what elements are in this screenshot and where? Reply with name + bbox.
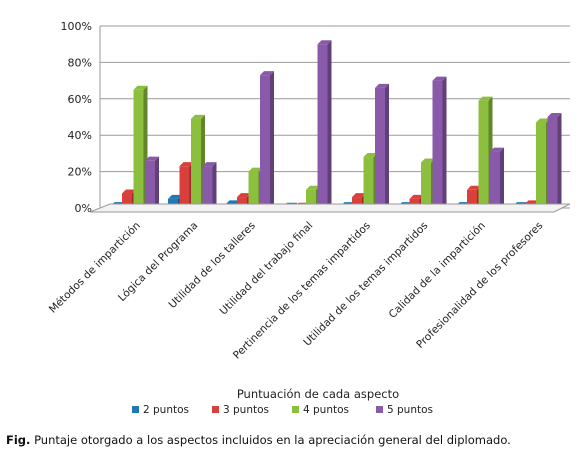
x-axis (89, 203, 571, 213)
legend-item: 5 puntos (376, 404, 433, 416)
bar (375, 83, 389, 208)
bars (110, 40, 562, 209)
y-tick-label: 40% (68, 129, 92, 142)
y-tick-label: 20% (68, 166, 92, 179)
bar (490, 147, 504, 208)
figure-caption: Fig. Puntaje otorgado a los aspectos inc… (6, 433, 586, 447)
legend-swatch (212, 406, 219, 413)
caption-text: Puntaje otorgado a los aspectos incluido… (34, 433, 511, 447)
chart-floor (89, 203, 571, 213)
y-tick-label: 60% (68, 93, 92, 106)
y-tick-label: 0% (75, 202, 92, 215)
legend-label: 5 puntos (387, 404, 433, 416)
category-label: Utilidad del trabajo final (218, 220, 316, 318)
legend-title: Puntuación de cada aspecto (237, 387, 399, 401)
category-label: Calidad de la impartición (387, 220, 488, 321)
bar (260, 71, 274, 208)
legend-label: 2 puntos (143, 404, 189, 416)
bar (202, 162, 217, 208)
legend-swatch (292, 406, 299, 413)
y-axis-ticks: 0% 20% 40% 60% 80% 100% (61, 20, 92, 215)
legend-label: 4 puntos (303, 404, 349, 416)
legend-item: 3 puntos (212, 404, 269, 416)
category-label: Utilidad de los temas impartidos (301, 220, 430, 349)
bar (432, 76, 447, 208)
bar-chart: 0% 20% 40% 60% 80% 100% Métodos de impartició… (47, 20, 571, 416)
category-label: Métodos de impartición (47, 220, 143, 316)
bar (317, 40, 332, 209)
legend-swatch (132, 406, 139, 413)
bar (547, 113, 562, 208)
legend-label: 3 puntos (223, 404, 269, 416)
y-tick-label: 100% (61, 20, 92, 33)
bar (145, 156, 159, 208)
legend-swatch (376, 406, 383, 413)
y-tick-label: 80% (68, 56, 92, 69)
legend-item: 4 puntos (292, 404, 349, 416)
caption-prefix: Fig. (6, 433, 31, 447)
legend-item: 2 puntos (132, 404, 189, 416)
legend: 2 puntos 3 puntos 4 puntos 5 puntos (132, 404, 433, 416)
category-label: Profesionalidad de los profesores (414, 220, 545, 351)
